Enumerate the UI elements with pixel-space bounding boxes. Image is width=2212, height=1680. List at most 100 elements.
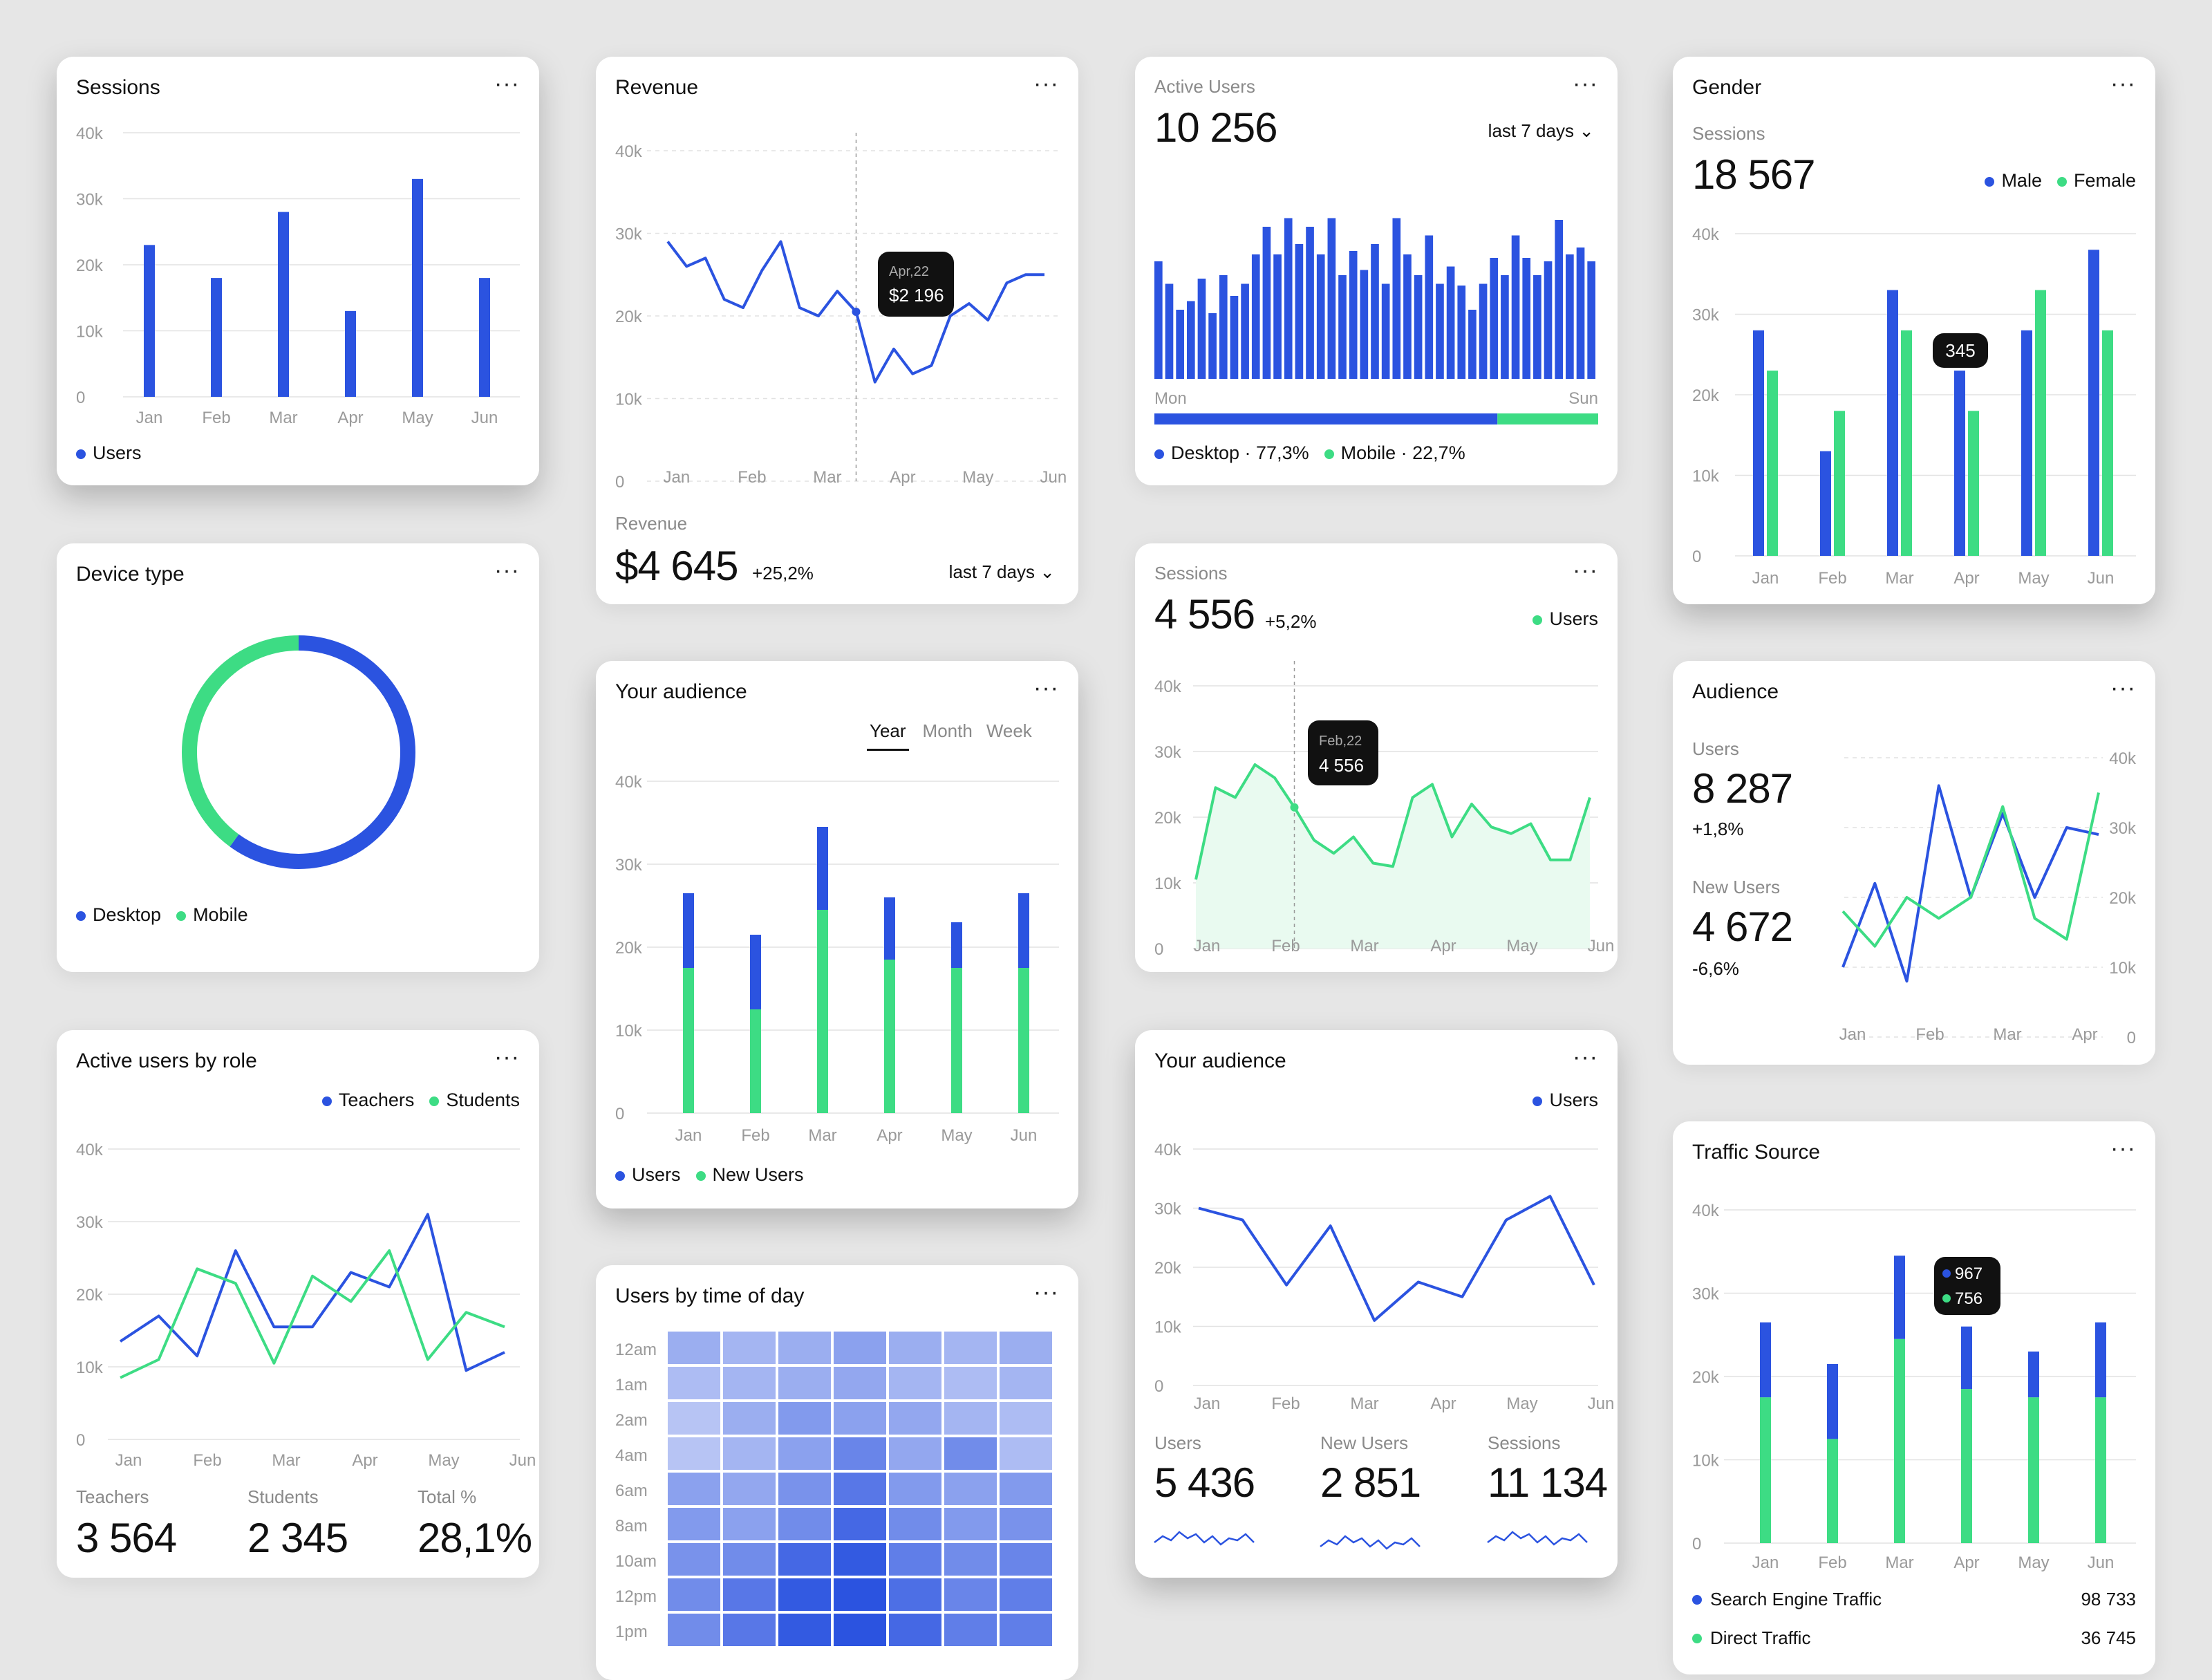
heatmap-cell (944, 1402, 997, 1435)
line-new-users (1841, 792, 2100, 948)
more-icon[interactable]: ··· (2110, 675, 2136, 701)
bar (1327, 218, 1336, 379)
more-icon[interactable]: ··· (1033, 675, 1059, 701)
role-card: Active users by role ··· Teachers Studen… (57, 1030, 539, 1578)
bar-male (1954, 371, 1965, 556)
heatmap-cell (834, 1543, 886, 1576)
tooltip (1933, 333, 1988, 368)
x-tick-label: Jun (1588, 1394, 1615, 1413)
bar-direct-traffic (2028, 1397, 2039, 1543)
heatmap-cell (889, 1437, 941, 1470)
bar (1338, 275, 1347, 379)
line-students (120, 1249, 505, 1379)
bar (1403, 254, 1412, 379)
bar-new-users (817, 910, 828, 1113)
bar-new-users (750, 1009, 761, 1113)
sparkline (1487, 1531, 1588, 1546)
x-tick-label: Apr (1430, 937, 1456, 955)
audience-line-card: Your audience ··· Users 40k 30k 20k 10k 0 Jan… (1135, 1030, 1618, 1578)
x-tick-label: Jun (2088, 1553, 2115, 1572)
x-tick-label: May (2018, 569, 2049, 588)
card-title: Active users by role (76, 1049, 257, 1072)
card-title: Your audience (1154, 1049, 1286, 1072)
heatmap-cell (778, 1543, 831, 1576)
x-tick-label: Jan (664, 468, 691, 487)
x-tick-label: Jan (1194, 1394, 1221, 1413)
tooltip-value: 967 (1955, 1264, 1983, 1283)
hover-point (852, 308, 861, 317)
tooltip-date: Apr,22 (889, 264, 929, 279)
more-icon[interactable]: ··· (1573, 71, 1598, 97)
revenue-card: Revenue ··· 40k 30k 20k 10k 0 Apr,22 $2 196 Jan… (596, 57, 1078, 604)
bar (1490, 258, 1499, 379)
more-icon[interactable]: ··· (2110, 1135, 2136, 1161)
x-end-label: Sun (1568, 389, 1598, 408)
bar-direct-traffic (2095, 1397, 2106, 1543)
row-label: 12pm (615, 1587, 657, 1606)
heatmap-cell (889, 1473, 941, 1505)
x-tick-label: Apr (2072, 1025, 2097, 1044)
heatmap-cell (723, 1402, 776, 1435)
x-tick-label: May (962, 468, 993, 487)
bar-female (1834, 411, 1845, 556)
audience-line-chart: 40k 30k 20k 10k 0 Jan Feb Mar Apr (1839, 749, 2137, 1047)
tab-month[interactable]: Month (922, 720, 973, 741)
bar-female (1968, 411, 1979, 556)
more-icon[interactable]: ··· (1033, 1279, 1059, 1305)
more-icon[interactable]: ··· (1573, 557, 1598, 584)
more-icon[interactable]: ··· (494, 71, 520, 97)
x-tick-label: Jan (115, 1451, 142, 1470)
gender-chart: 40k 30k 20k 10k 0 345 Jan Feb Mar Apr May Jun (1692, 225, 2136, 588)
sessions-value: 4 556 (1154, 591, 1255, 637)
range-dropdown[interactable]: last 7 days ⌄ (1488, 120, 1594, 141)
legend: Users New Users (615, 1164, 804, 1186)
stat-sessions-label: Sessions (1488, 1432, 1561, 1453)
bar (1349, 251, 1358, 379)
revenue-value: $4 645 (615, 543, 739, 589)
y-tick-label: 40k (615, 142, 643, 161)
bar-search-traffic (1894, 1256, 1905, 1339)
x-tick-label: Feb (1271, 1394, 1300, 1413)
heatmap-cell (889, 1402, 941, 1435)
more-icon[interactable]: ··· (494, 1044, 520, 1070)
heatmap-cell (834, 1367, 886, 1399)
gender-subtitle: Sessions (1692, 123, 1765, 144)
legend-users: Users (615, 1164, 681, 1186)
more-icon[interactable]: ··· (1033, 71, 1059, 97)
x-tick-label: Jan (675, 1126, 702, 1145)
range-dropdown[interactable]: last 7 days ⌄ (948, 561, 1055, 582)
users-line (1198, 1195, 1595, 1322)
heatmap-cell (834, 1578, 886, 1611)
bar (1186, 301, 1195, 379)
heatmap-cell (889, 1543, 941, 1576)
device-donut-chart (182, 635, 415, 869)
time-of-day-heatmap: 12am 1am 2am 4am 6am 8am 10am 12pm 1pm (615, 1332, 1052, 1646)
tab-week[interactable]: Week (986, 720, 1032, 741)
bar (278, 212, 289, 397)
x-tick-label: Mar (269, 409, 297, 427)
x-tick-label: Mar (1885, 1553, 1913, 1572)
heatmap-cell (668, 1332, 720, 1364)
more-icon[interactable]: ··· (2110, 71, 2136, 97)
heatmap-cell (668, 1543, 720, 1576)
legend: Desktop · 77,3% Mobile · 22,7% (1154, 442, 1465, 464)
x-tick-label: Feb (193, 1451, 221, 1470)
more-icon[interactable]: ··· (494, 557, 520, 584)
bar (1316, 254, 1325, 379)
bar-male (2088, 250, 2099, 556)
tooltip-value: 4 556 (1319, 755, 1364, 776)
x-tick-label: Feb (1271, 937, 1300, 955)
y-tick-label: 40k (1154, 678, 1182, 696)
y-tick-label: 0 (76, 1431, 85, 1450)
sparkline (1320, 1535, 1421, 1550)
bar-search-traffic (1760, 1322, 1771, 1398)
bar (1576, 248, 1585, 379)
stat-users-label: Users (1154, 1432, 1201, 1453)
heatmap-cell (834, 1614, 886, 1646)
legend-users: Users (1533, 1090, 1598, 1111)
tab-year[interactable]: Year (867, 720, 909, 751)
heatmap-cell (668, 1367, 720, 1399)
heatmap-cell (889, 1614, 941, 1646)
more-icon[interactable]: ··· (1573, 1044, 1598, 1070)
heatmap-cell (778, 1473, 831, 1505)
